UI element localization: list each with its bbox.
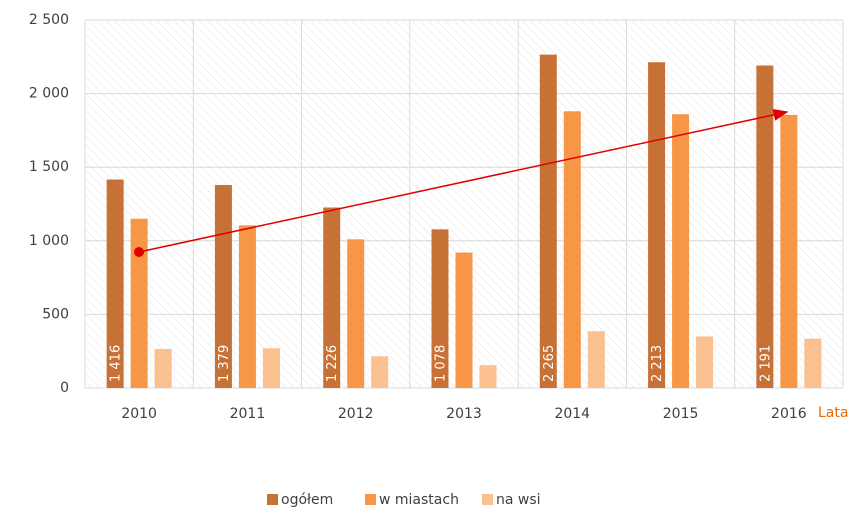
data-label: 2 213 <box>650 345 665 382</box>
y-tick-label: 2 000 <box>29 86 69 102</box>
x-tick-label: 2010 <box>121 406 157 422</box>
legend-label: ogółem <box>281 492 333 508</box>
legend-swatch <box>267 494 278 505</box>
data-label: 2 191 <box>758 345 773 382</box>
y-tick-label: 0 <box>60 380 69 396</box>
bar <box>262 348 280 388</box>
trend-start <box>134 247 144 257</box>
x-axis-label: Lata <box>818 405 848 421</box>
bar <box>696 336 714 388</box>
y-tick-label: 500 <box>42 306 69 322</box>
data-label: 1 078 <box>434 345 449 382</box>
x-tick-label: 2015 <box>663 406 699 422</box>
legend-swatch <box>365 494 376 505</box>
y-tick-label: 2 500 <box>29 12 69 28</box>
bars <box>84 19 844 389</box>
bar <box>371 356 389 388</box>
x-tick-label: 2014 <box>554 406 590 422</box>
bar <box>455 252 473 388</box>
data-label: 2 265 <box>542 345 557 382</box>
bar <box>587 331 605 388</box>
legend-label: na wsi <box>496 492 541 508</box>
bar <box>756 65 774 388</box>
x-tick-label: 2013 <box>446 406 482 422</box>
x-tick-label: 2016 <box>771 406 807 422</box>
bar <box>347 239 365 388</box>
bar <box>648 62 666 388</box>
bar <box>804 338 822 388</box>
bar <box>539 54 557 388</box>
bar <box>154 348 172 388</box>
bar <box>130 218 148 388</box>
legend-swatch <box>482 494 493 505</box>
data-label: 1 379 <box>217 345 232 382</box>
bar <box>238 225 256 388</box>
bar <box>214 185 232 388</box>
data-label: 1 416 <box>109 345 124 382</box>
bar <box>672 114 690 388</box>
trend-arrow <box>138 108 789 253</box>
legend-label: w miastach <box>379 492 459 508</box>
bar <box>780 114 798 388</box>
x-tick-label: 2011 <box>230 406 266 422</box>
y-tick-label: 1 000 <box>29 233 69 249</box>
x-tick-label: 2012 <box>338 406 374 422</box>
bar <box>563 111 581 388</box>
y-tick-label: 1 500 <box>29 159 69 175</box>
bar <box>323 207 341 388</box>
data-label: 1 226 <box>325 345 340 382</box>
bar <box>431 229 449 388</box>
bar <box>479 365 497 388</box>
bar <box>106 179 124 388</box>
